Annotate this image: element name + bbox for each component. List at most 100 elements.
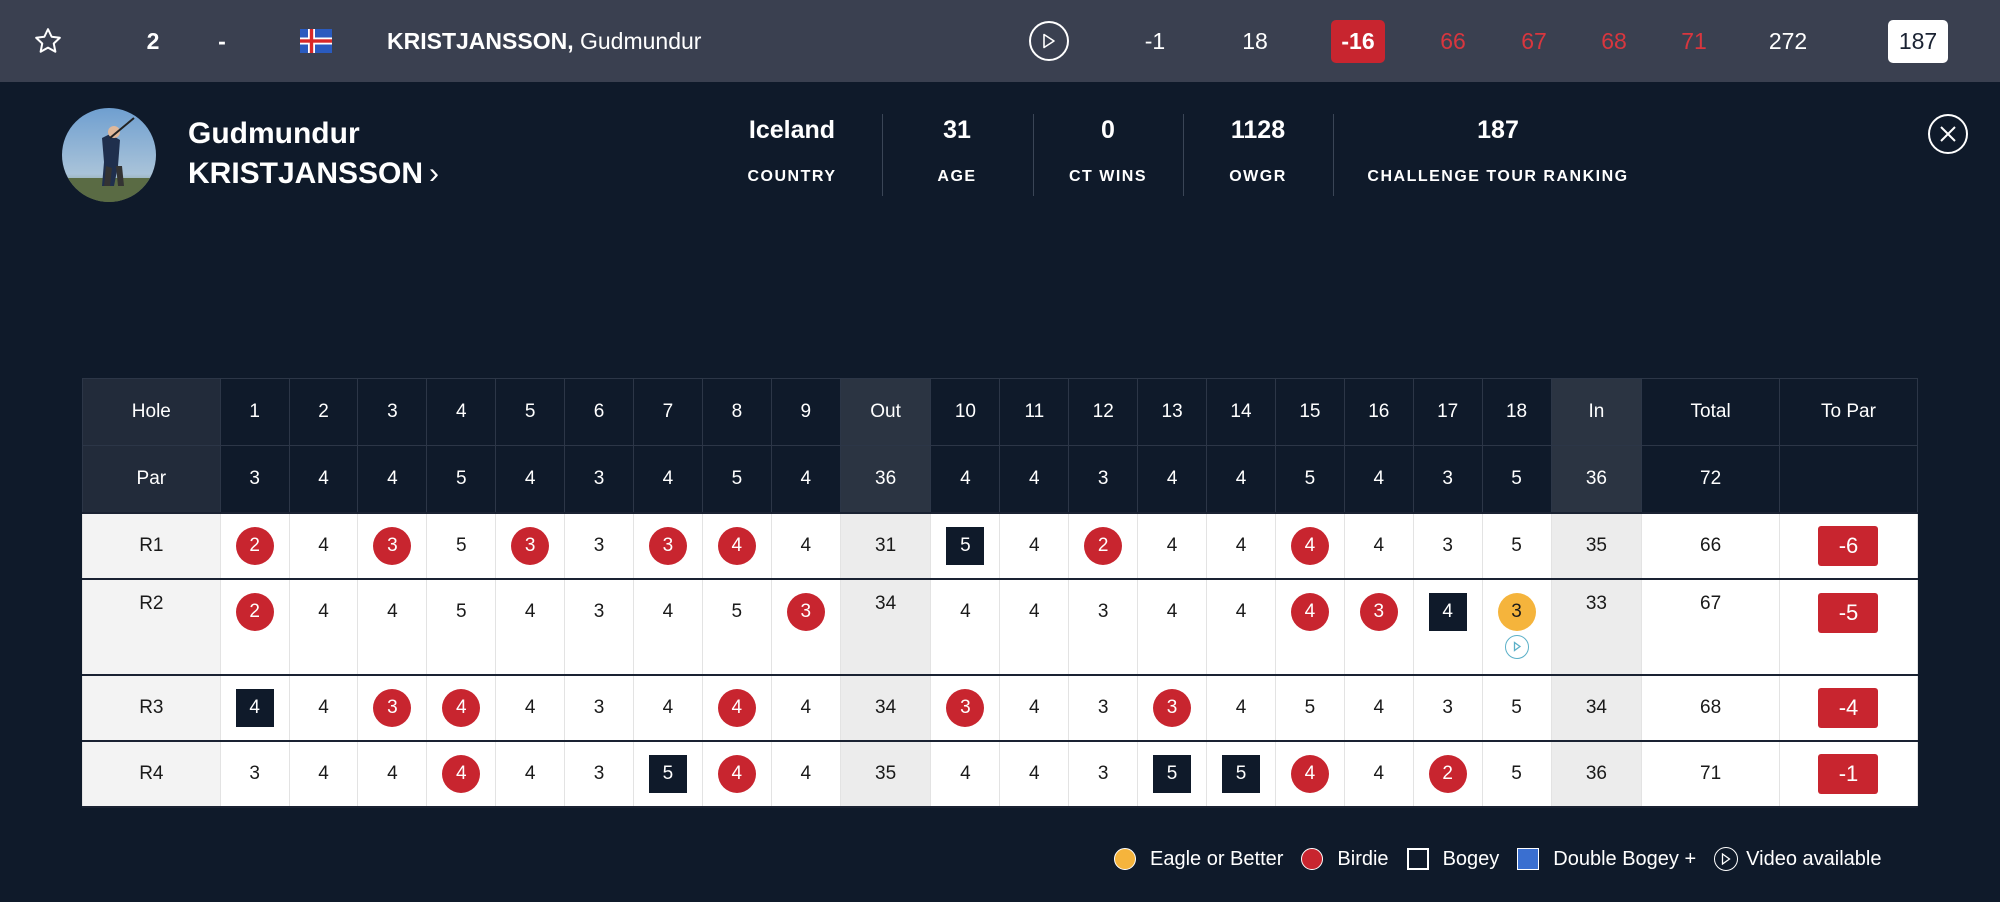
par-score: 5 <box>1304 696 1316 718</box>
par-value: 72 <box>1641 445 1780 513</box>
bogey-score: 5 <box>1221 754 1260 793</box>
par-score: 3 <box>1442 696 1453 718</box>
score-cell: 4 <box>1343 739 1414 808</box>
play-video-button[interactable] <box>1028 0 1070 82</box>
hole-number: 7 <box>633 378 703 446</box>
hole-number: 6 <box>564 378 635 446</box>
close-button[interactable] <box>1928 114 1968 154</box>
par-value: 3 <box>564 445 635 513</box>
hole-number: In <box>1550 378 1643 446</box>
round-label: R3 <box>82 673 221 742</box>
score-cell: 34 <box>1550 673 1643 742</box>
to-par-cell: -4 <box>1778 673 1919 742</box>
divider <box>1033 114 1034 196</box>
par-score: 4 <box>800 696 812 718</box>
legend-label: Video available <box>1746 847 1882 870</box>
to-par-badge: -5 <box>1818 592 1879 633</box>
out-total: 31 <box>875 534 897 556</box>
par-score: 5 <box>1511 534 1522 556</box>
score-cell: 4 <box>930 577 1001 676</box>
legend-birdie: Birdie <box>1301 848 1389 871</box>
score-cell: 4 <box>426 673 497 742</box>
par-score: 3 <box>593 762 605 784</box>
score-cell: 4 <box>288 739 359 808</box>
par-row: Par 3 4 4 5 4 3 4 5 4 36 4 4 3 4 4 5 4 3 5 36 72 <box>82 445 1919 513</box>
hole-number: 4 <box>426 378 497 446</box>
score-cell: 5 <box>1206 739 1276 808</box>
score-cell: 4 <box>999 739 1070 808</box>
par-score: 3 <box>249 762 260 784</box>
score-cell: 4 <box>1206 577 1276 676</box>
score-cell: 67 <box>1641 577 1780 676</box>
score-cell: 3 <box>633 511 703 580</box>
par-value: 36 <box>1550 445 1643 513</box>
stat-value: 0 <box>1101 116 1115 144</box>
hole-number: 9 <box>770 378 841 446</box>
par-score: 3 <box>1097 762 1109 784</box>
birdie-score: 4 <box>1290 526 1329 565</box>
score-cell: 3 <box>219 739 290 808</box>
player-full-name-link[interactable]: Gudmundur KRISTJANSSON › <box>188 114 439 194</box>
par-score: 4 <box>387 762 398 784</box>
par-score: 4 <box>318 534 329 556</box>
score-cell: 5 <box>701 577 772 676</box>
position-movement: - <box>218 27 226 54</box>
bogey-score: 5 <box>648 754 687 793</box>
par-value: 4 <box>770 445 841 513</box>
hole-number: 13 <box>1137 378 1208 446</box>
score-cell: 5 <box>1137 739 1208 808</box>
to-par-cell: -1 <box>1778 739 1919 808</box>
birdie-score: 3 <box>373 688 412 727</box>
round-1-score: 66 <box>1440 27 1466 54</box>
stat-value: 1128 <box>1230 116 1286 144</box>
round-row-r1: R1 2 4 3 5 3 3 3 4 4 31 5 4 2 4 4 4 4 3 5 35 66 -6 <box>82 511 1919 580</box>
legend-label: Bogey <box>1442 847 1500 870</box>
stat-label: OWGR <box>1229 168 1287 185</box>
score-cell: 5 <box>426 511 497 580</box>
birdie-score: 4 <box>442 688 481 727</box>
round-total: 68 <box>1700 696 1722 718</box>
birdie-score: 2 <box>1428 754 1467 793</box>
par-score: 3 <box>1097 696 1109 718</box>
par-value: 4 <box>999 445 1070 513</box>
score-cell: 3 <box>1068 577 1139 676</box>
favorite-star-icon[interactable] <box>30 0 66 82</box>
par-value: 3 <box>1068 445 1139 513</box>
score-cell: 3 <box>930 673 1001 742</box>
score-cell: 2 <box>1068 511 1139 580</box>
round-label: R4 <box>82 739 221 808</box>
par-value: 4 <box>1206 445 1276 513</box>
par-score: 4 <box>387 600 398 622</box>
video-available-icon[interactable] <box>1504 634 1529 659</box>
score-cell: 4 <box>1274 511 1345 580</box>
score-cell: 35 <box>839 739 932 808</box>
par-score: 4 <box>318 600 329 622</box>
player-name-link[interactable]: KRISTJANSSON, Gudmundur <box>387 0 887 82</box>
score-cell: 3 <box>770 577 841 676</box>
score-cell: 5 <box>426 577 497 676</box>
bogey-score: 4 <box>1428 592 1467 631</box>
score-cell: 5 <box>1481 511 1552 580</box>
divider <box>1183 114 1184 196</box>
score-cell: 4 <box>1412 577 1483 676</box>
score-cell: 5 <box>1481 739 1552 808</box>
par-score: 4 <box>318 696 329 718</box>
score-cell: 3 <box>1137 673 1208 742</box>
par-score: 4 <box>960 600 971 622</box>
par-label: Par <box>82 445 221 513</box>
par-score: 3 <box>593 534 605 556</box>
score-cell: 4 <box>701 511 772 580</box>
par-score: 4 <box>1235 600 1247 622</box>
score-cell: 4 <box>999 577 1070 676</box>
hole-number: 16 <box>1343 378 1414 446</box>
bogey-swatch <box>1406 848 1429 870</box>
bogey-score: 4 <box>235 688 274 727</box>
score-cell: 4 <box>1343 511 1414 580</box>
par-score: 4 <box>800 534 812 556</box>
leaderboard-row[interactable]: 2 - KRISTJANSSON, Gudmundur -1 18 -16 66… <box>0 0 2000 82</box>
score-cell: 34 <box>839 577 932 676</box>
birdie-score: 4 <box>442 754 481 793</box>
par-value: 3 <box>1412 445 1483 513</box>
hole-number: 3 <box>357 378 428 446</box>
score-cell: 4 <box>1343 673 1414 742</box>
